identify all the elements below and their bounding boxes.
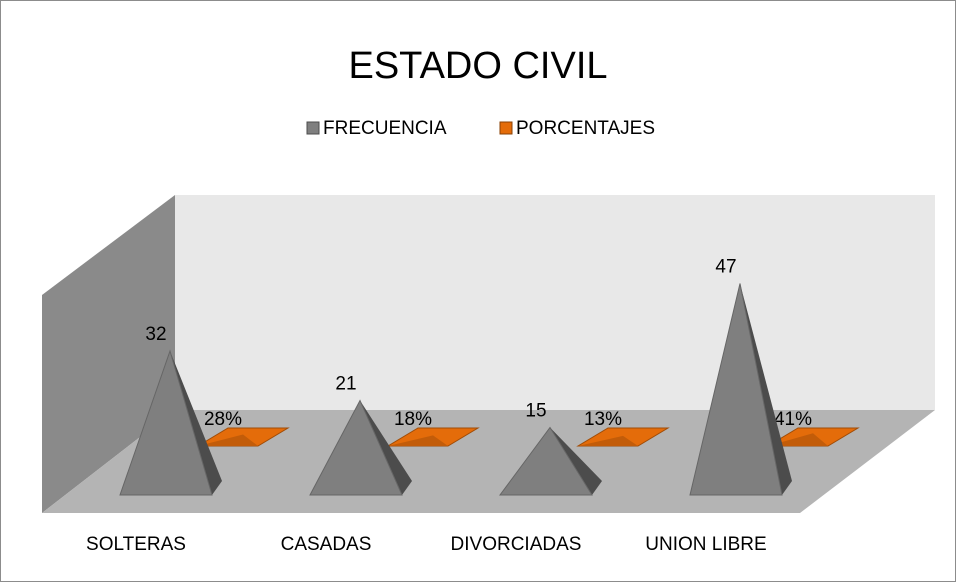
data-label: 28% [204, 409, 242, 430]
x-tick-label: UNION LIBRE [645, 534, 766, 555]
pyramid-face [388, 435, 448, 446]
pyramid [196, 427, 290, 447]
data-label: 21 [335, 374, 356, 395]
back-wall [175, 195, 935, 410]
pyramid-face [578, 435, 638, 446]
pyramid [499, 426, 602, 496]
legend-label: PORCENTAJES [516, 118, 655, 139]
data-label: 47 [715, 257, 736, 278]
pyramid-face [309, 399, 403, 496]
x-tick-label: CASADAS [281, 534, 372, 555]
data-label: 15 [525, 401, 546, 422]
legend: FRECUENCIA PORCENTAJES [306, 118, 655, 139]
pyramid-face [499, 426, 593, 496]
pyramid-side [360, 400, 412, 495]
data-label: 13% [584, 409, 622, 430]
x-tick-label: DIVORCIADAS [451, 534, 582, 555]
pyramid-face [689, 283, 783, 496]
x-tick-label: SOLTERAS [86, 534, 186, 555]
pyramid-side [740, 283, 792, 495]
data-label: 32 [145, 324, 166, 345]
pyramid-face [119, 349, 213, 496]
pyramid-side [550, 427, 602, 495]
pyramid [386, 427, 480, 447]
data-label: 41% [774, 409, 812, 430]
data-label: 18% [394, 409, 432, 430]
pyramid [309, 399, 412, 496]
pyramid [576, 427, 670, 447]
pyramid-face [768, 433, 828, 446]
chart-title: ESTADO CIVIL [348, 45, 607, 87]
pyramid-side [170, 351, 222, 495]
pyramid-face [198, 434, 258, 446]
pyramid [689, 283, 792, 496]
pyramid [119, 349, 222, 496]
legend-swatch [499, 121, 513, 135]
legend-label: FRECUENCIA [323, 118, 447, 139]
pyramid [766, 427, 860, 447]
legend-swatch [306, 121, 320, 135]
